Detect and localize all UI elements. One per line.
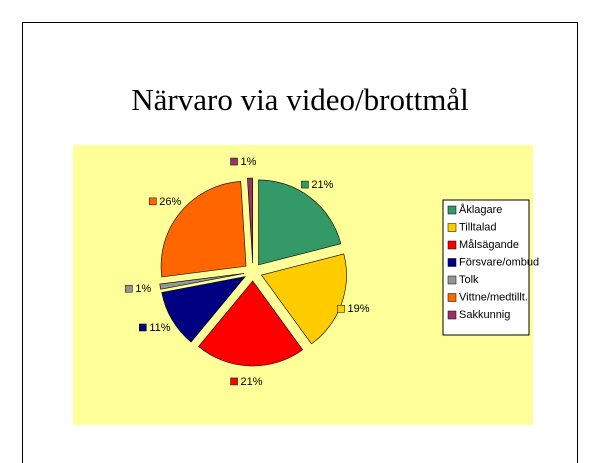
label-swatch: [230, 157, 238, 166]
pie-slice: [258, 179, 342, 266]
label-swatch: [337, 305, 345, 313]
pie-slice: [260, 253, 347, 345]
pie-slice: [247, 177, 254, 264]
data-label: 1%: [135, 283, 151, 295]
legend-swatch: [447, 310, 457, 320]
data-label: 19%: [347, 303, 369, 315]
data-label: 26%: [159, 196, 181, 208]
legend-label: Åklagare: [459, 203, 502, 216]
data-label: 1%: [241, 156, 257, 168]
legend-swatch: [447, 258, 457, 267]
legend-swatch: [447, 293, 457, 302]
legend-label: Vittne/medtillt.: [459, 291, 528, 303]
legend-swatch: [447, 240, 457, 250]
label-swatch: [301, 180, 309, 189]
legend-label: Målsägande: [459, 239, 519, 251]
label-swatch: [148, 197, 157, 206]
slide-frame: [22, 22, 578, 463]
label-swatch: [139, 323, 147, 332]
legend-label: Tilltalad: [459, 221, 497, 233]
legend-label: Tolk: [459, 274, 479, 286]
pie-slice: [161, 276, 247, 343]
data-label: 11%: [149, 322, 170, 334]
data-label: 21%: [311, 179, 333, 191]
pie-slice: [160, 181, 247, 278]
legend: [442, 199, 530, 336]
legend-label: Försvare/ombud: [459, 256, 539, 268]
legend-swatch: [447, 205, 457, 215]
legend-swatch: [447, 223, 457, 232]
legend-swatch: [447, 275, 457, 285]
legend-label: Sakkunnig: [459, 309, 510, 321]
pie-slice: [198, 280, 304, 367]
label-swatch: [125, 284, 133, 293]
label-swatch: [230, 377, 238, 386]
chart-title: Närvaro via video/brottmål: [131, 82, 468, 117]
data-label: 21%: [241, 376, 263, 388]
pie-slice: [159, 273, 245, 290]
